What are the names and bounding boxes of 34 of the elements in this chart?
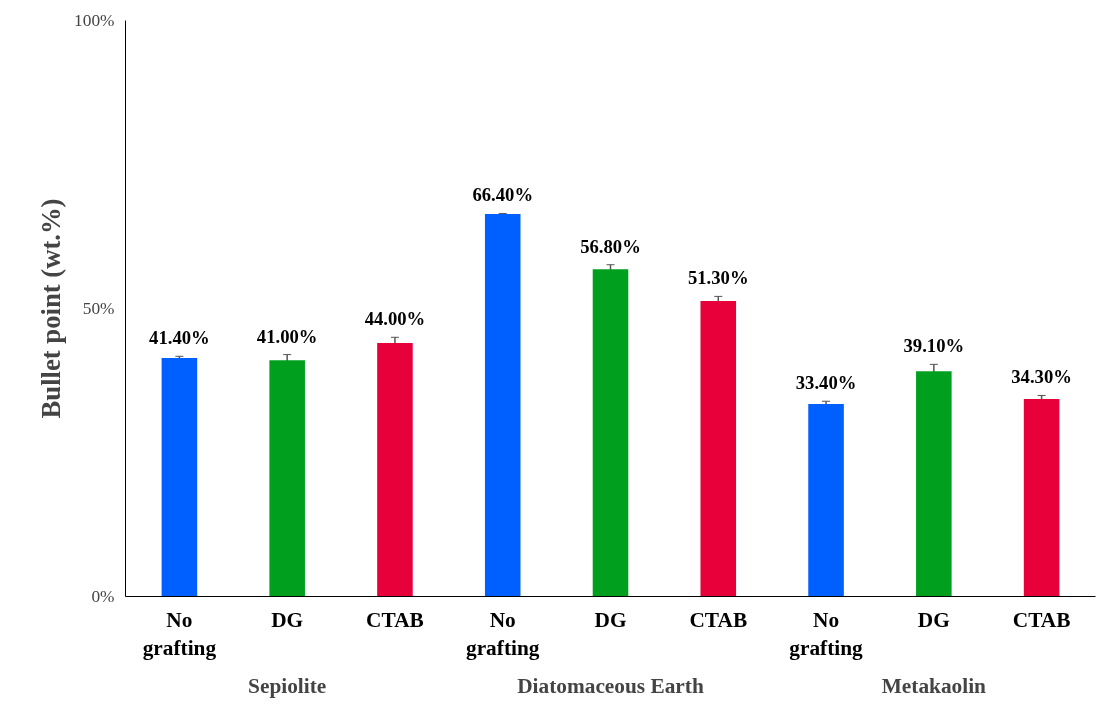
text: Diatomaceous Earth bbox=[517, 673, 704, 698]
data-label: 41.00% bbox=[256, 325, 318, 347]
y-tick-label: 100% bbox=[74, 11, 115, 30]
bar bbox=[377, 343, 413, 597]
data-label: 33.40% bbox=[795, 372, 857, 394]
x-tick-label: No grafting bbox=[789, 607, 864, 661]
y-tick-label: 50% bbox=[82, 299, 115, 318]
bar bbox=[592, 269, 629, 597]
text: Sepiolite bbox=[248, 673, 327, 698]
bar bbox=[916, 371, 952, 597]
x-tick-label: CTAB bbox=[366, 607, 424, 632]
data-label: 39.10% bbox=[903, 335, 965, 357]
x-tick-label: No grafting bbox=[142, 607, 217, 661]
y-axis-title: Bullet point (wt.%) bbox=[36, 198, 67, 419]
bar bbox=[269, 360, 305, 597]
data-label: 44.00% bbox=[364, 308, 426, 330]
x-tick-label: CTAB bbox=[1012, 607, 1071, 632]
x-tick-label: DG bbox=[271, 607, 304, 632]
data-label: 66.40% bbox=[472, 184, 534, 206]
bar bbox=[808, 404, 844, 597]
x-tick-label: No grafting bbox=[466, 607, 540, 661]
data-label: 56.80% bbox=[580, 235, 641, 257]
x-tick-label: CTAB bbox=[689, 607, 748, 632]
bar bbox=[484, 214, 521, 597]
text: Metakaolin bbox=[881, 673, 987, 698]
x-tick-label: DG bbox=[594, 607, 627, 632]
data-label: 41.40% bbox=[149, 327, 210, 349]
data-label: 51.30% bbox=[687, 267, 749, 289]
bar bbox=[1023, 398, 1060, 597]
bar bbox=[700, 301, 737, 597]
y-tick-label: 0% bbox=[91, 587, 115, 606]
data-label: 34.30% bbox=[1011, 366, 1072, 388]
x-tick-label: DG bbox=[917, 607, 950, 632]
bar bbox=[161, 358, 198, 597]
